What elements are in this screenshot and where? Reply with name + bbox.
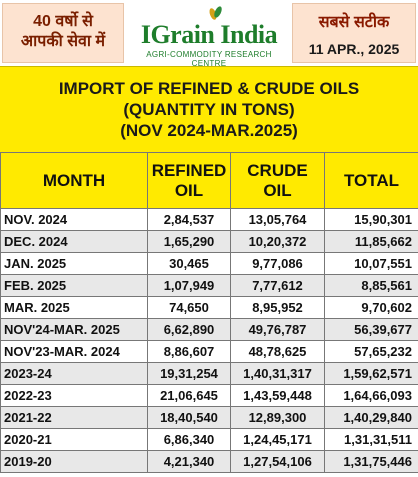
cell-month: DEC. 2024: [0, 230, 148, 253]
cell-refined: 4,21,340: [147, 450, 231, 473]
header-crude-line1: CRUDE: [247, 160, 308, 180]
experience-badge-line1: 40 वर्षो से: [33, 13, 93, 30]
title-line-1: IMPORT OF REFINED & CRUDE OILS: [58, 79, 360, 98]
date-badge-label: सबसे सटीक: [318, 14, 390, 31]
cell-total: 11,85,662: [324, 230, 418, 253]
experience-badge: 40 वर्षो से आपकी सेवा में: [2, 3, 124, 63]
cell-total: 10,07,551: [324, 252, 418, 275]
header-total: TOTAL: [324, 152, 418, 209]
cell-crude: 10,20,372: [230, 230, 325, 253]
table-row: FEB. 2025 1,07,949 7,77,612 8,85,561: [0, 274, 418, 297]
cell-refined: 2,84,537: [147, 208, 231, 231]
cell-month: 2021-22: [0, 406, 148, 429]
cell-refined: 18,40,540: [147, 406, 231, 429]
cell-total: 1,31,75,446: [324, 450, 418, 473]
header-refined-line1: REFINED: [151, 160, 227, 180]
table-row: 2020-21 6,86,340 1,24,45,171 1,31,31,511: [0, 428, 418, 451]
cell-refined: 1,07,949: [147, 274, 231, 297]
cell-crude: 12,89,300: [230, 406, 325, 429]
cell-total: 9,70,602: [324, 296, 418, 319]
header-crude-line2: OIL: [263, 180, 292, 200]
cell-total: 15,90,301: [324, 208, 418, 231]
cell-total: 1,40,29,840: [324, 406, 418, 429]
experience-badge-line2: आपकी सेवा में: [20, 33, 106, 50]
cell-refined: 21,06,645: [147, 384, 231, 407]
cell-crude: 1,24,45,171: [230, 428, 325, 451]
cell-month: 2020-21: [0, 428, 148, 451]
table-row: 2019-20 4,21,340 1,27,54,106 1,31,75,446: [0, 450, 418, 473]
cell-month: 2022-23: [0, 384, 148, 407]
header-crude-oil: CRUDE OIL: [230, 152, 325, 209]
table-row: DEC. 2024 1,65,290 10,20,372 11,85,662: [0, 230, 418, 253]
table-body: NOV. 2024 2,84,537 13,05,764 15,90,301 DEC. …: [0, 208, 418, 473]
cell-crude: 1,43,59,448: [230, 384, 325, 407]
cell-refined: 74,650: [147, 296, 231, 319]
header-refined-line2: OIL: [174, 180, 204, 200]
cell-total: 8,85,561: [324, 274, 418, 297]
cell-refined: 6,62,890: [147, 318, 231, 341]
cell-crude: 7,77,612: [230, 274, 325, 297]
title-band: IMPORT OF REFINED & CRUDE OILS (QUANTITY…: [0, 66, 418, 152]
cell-month: JAN. 2025: [0, 252, 148, 275]
cell-total: 57,65,232: [324, 340, 418, 363]
table-header-row: MONTH REFINED OIL CRUDE OIL TOTAL: [0, 152, 418, 209]
title-line-3: (NOV 2024-MAR.2025): [120, 121, 298, 140]
table-row: 2022-23 21,06,645 1,43,59,448 1,64,66,093: [0, 384, 418, 407]
table-row: MAR. 2025 74,650 8,95,952 9,70,602: [0, 296, 418, 319]
cell-refined: 8,86,607: [147, 340, 231, 363]
brand-name: IGrain India: [140, 20, 278, 49]
cell-crude: 49,76,787: [230, 318, 325, 341]
cell-refined: 30,465: [147, 252, 231, 275]
table-row: 2023-24 19,31,254 1,40,31,317 1,59,62,571: [0, 362, 418, 385]
cell-total: 56,39,677: [324, 318, 418, 341]
cell-crude: 48,78,625: [230, 340, 325, 363]
igrain-logo: IGrain India AGRI-COMMODITY RESEARCH CEN…: [130, 4, 288, 68]
cell-month: NOV. 2024: [0, 208, 148, 231]
cell-month: FEB. 2025: [0, 274, 148, 297]
cell-refined: 1,65,290: [147, 230, 231, 253]
cell-total: 1,31,31,511: [324, 428, 418, 451]
header: 40 वर्षो से आपकी सेवा में IGrain India A…: [0, 0, 418, 68]
table-row: NOV. 2024 2,84,537 13,05,764 15,90,301: [0, 208, 418, 231]
table-row: 2021-22 18,40,540 12,89,300 1,40,29,840: [0, 406, 418, 429]
cell-refined: 6,86,340: [147, 428, 231, 451]
report-date: 11 APR., 2025: [308, 41, 400, 57]
table-row: NOV'24-MAR. 2025 6,62,890 49,76,787 56,39,6…: [0, 318, 418, 341]
cell-month: NOV'23-MAR. 2024: [0, 340, 148, 363]
table-row: JAN. 2025 30,465 9,77,086 10,07,551: [0, 252, 418, 275]
grain-leaf-icon: [209, 6, 222, 20]
header-refined-oil: REFINED OIL: [147, 152, 231, 209]
cell-month: MAR. 2025: [0, 296, 148, 319]
cell-crude: 1,27,54,106: [230, 450, 325, 473]
cell-crude: 1,40,31,317: [230, 362, 325, 385]
cell-total: 1,59,62,571: [324, 362, 418, 385]
date-badge: सबसे सटीक 11 APR., 2025: [292, 3, 416, 63]
cell-crude: 8,95,952: [230, 296, 325, 319]
cell-refined: 19,31,254: [147, 362, 231, 385]
cell-crude: 13,05,764: [230, 208, 325, 231]
title-line-2: (QUANTITY IN TONS): [123, 100, 295, 119]
table-row: NOV'23-MAR. 2024 8,86,607 48,78,625 57,65,2…: [0, 340, 418, 363]
cell-month: 2023-24: [0, 362, 148, 385]
cell-total: 1,64,66,093: [324, 384, 418, 407]
cell-crude: 9,77,086: [230, 252, 325, 275]
cell-month: 2019-20: [0, 450, 148, 473]
import-table: MONTH REFINED OIL CRUDE OIL TOTAL NOV. 2…: [0, 152, 418, 473]
brand-tagline: AGRI-COMMODITY RESEARCH CENTRE: [146, 50, 272, 68]
cell-month: NOV'24-MAR. 2025: [0, 318, 148, 341]
header-month: MONTH: [0, 152, 148, 209]
